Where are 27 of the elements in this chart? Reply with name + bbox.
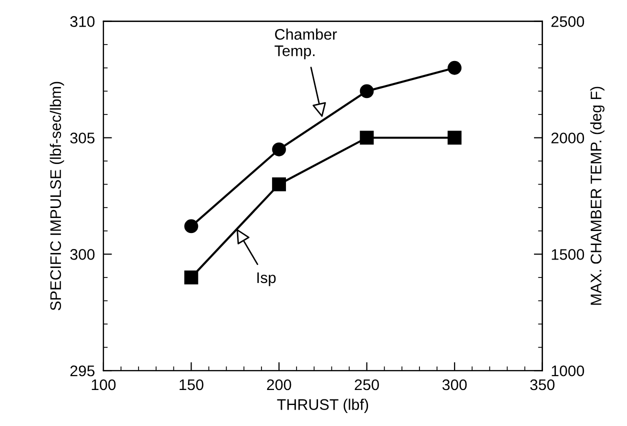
y2-tick-label: 2500 <box>551 16 584 27</box>
point <box>448 130 462 145</box>
x-tick-label: 200 <box>267 379 292 390</box>
point <box>184 270 198 284</box>
x-tick-label: 150 <box>180 379 204 390</box>
y2-tick-label: 1000 <box>552 365 584 376</box>
annotation: Isp <box>257 272 276 286</box>
y2-axis-title: MAX. CHAMBER TEMP. (deg F) <box>590 86 604 305</box>
point <box>272 142 286 156</box>
x-tick-label: 100 <box>92 379 116 390</box>
point <box>272 177 286 192</box>
y-tick-label: 300 <box>70 249 95 260</box>
point <box>360 84 374 98</box>
y2-tick-label: 1500 <box>552 249 584 260</box>
point <box>184 219 198 234</box>
x-axis-title: THRUST (lbf) <box>277 398 368 413</box>
y-tick-label: 295 <box>70 365 94 376</box>
x-tick-label: 350 <box>530 379 555 390</box>
x-tick-label: 300 <box>442 379 467 390</box>
point <box>360 130 374 145</box>
annotation: Chamber Temp. <box>274 28 337 60</box>
y2-tick-label: 2000 <box>551 132 584 144</box>
y-tick-label: 305 <box>70 132 94 144</box>
y-tick-label: 310 <box>70 16 95 27</box>
point <box>448 60 462 75</box>
y-axis-title: SPECIFIC IMPULSE (lbf-sec/lbm) <box>50 82 64 310</box>
x-tick-label: 250 <box>354 379 379 390</box>
